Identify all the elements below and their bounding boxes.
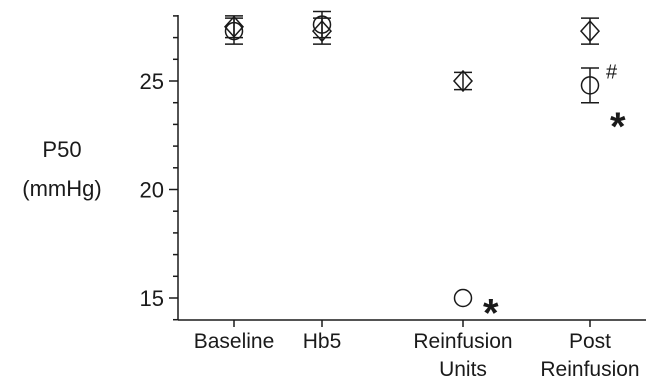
x-category-label: Baseline — [194, 330, 275, 353]
y-tick-label: 20 — [140, 178, 164, 203]
error-bar — [581, 67, 599, 104]
x-category-label: Reinfusion — [540, 358, 639, 381]
significance-star: * — [483, 292, 499, 336]
circle-point — [453, 288, 473, 308]
annotations: # * * — [483, 61, 626, 335]
error-bar — [454, 71, 472, 91]
diamond-point — [311, 19, 333, 43]
diamond-point — [452, 69, 474, 93]
circle-point — [312, 15, 332, 34]
circle-point — [224, 21, 244, 41]
circle-point — [580, 76, 600, 95]
data-marks — [223, 10, 601, 308]
y-axis: 15 20 25 — [140, 15, 179, 321]
y-tick-label: 25 — [140, 69, 164, 94]
significance-star: * — [610, 105, 626, 149]
y-tick-label: 15 — [140, 286, 164, 311]
error-bar — [581, 17, 599, 45]
y-axis-label-line-2: (mmHg) — [22, 176, 101, 201]
diamond-point — [579, 19, 601, 43]
x-category-label: Reinfusion — [413, 330, 512, 353]
significance-hash: # — [606, 61, 618, 83]
x-axis: Baseline Hb5 Reinfusion Units Post Reinfusion — [178, 319, 646, 381]
x-category-label: Hb5 — [303, 330, 342, 353]
y-axis-label-line-1: P50 — [42, 137, 81, 162]
x-category-label: Post — [569, 330, 611, 353]
x-category-label: Units — [439, 358, 487, 381]
